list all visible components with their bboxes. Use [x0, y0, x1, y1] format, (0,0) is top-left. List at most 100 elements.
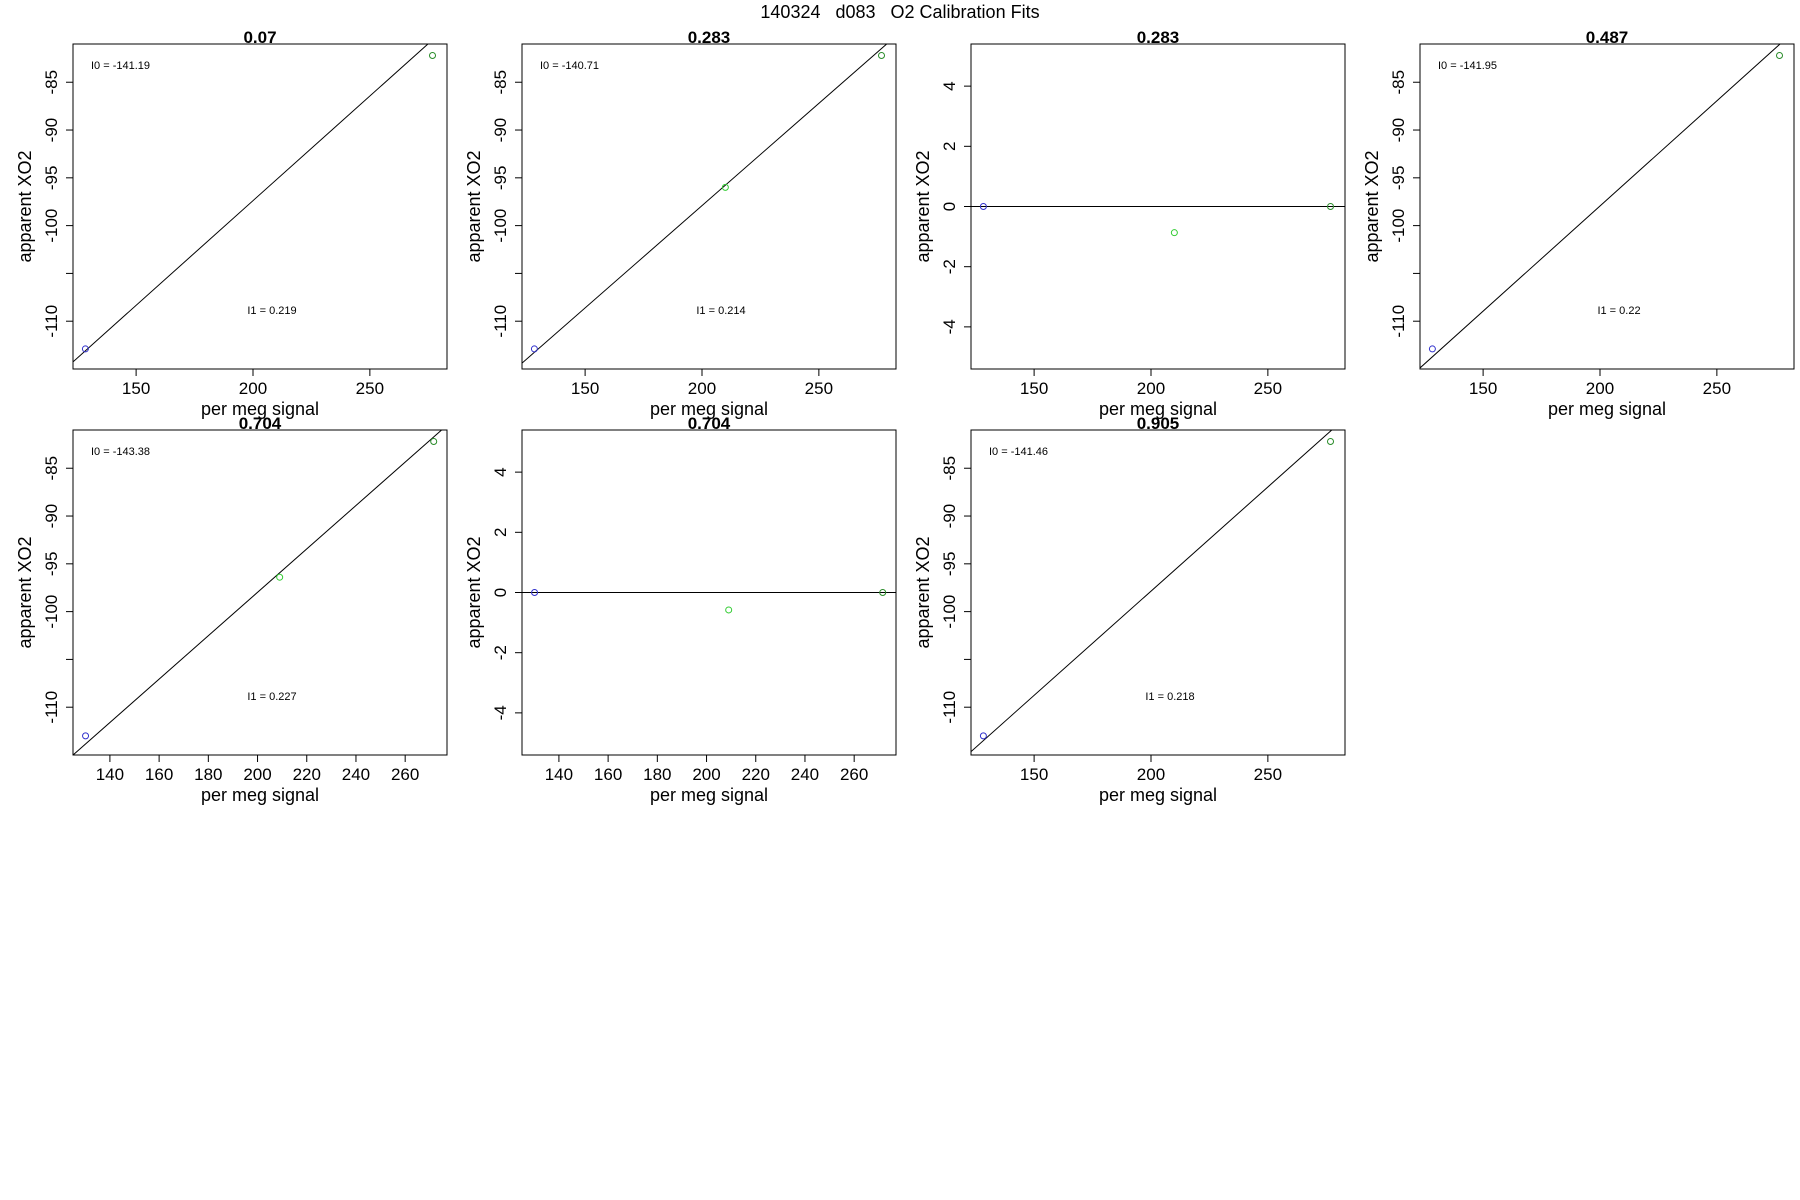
x-axis-label: per meg signal — [650, 399, 768, 419]
data-point — [979, 203, 987, 210]
intercept-annotation: I0 = -141.95 — [1438, 60, 1497, 72]
x-axis-label: per meg signal — [201, 399, 319, 419]
x-axis-label: per meg signal — [201, 785, 319, 805]
y-tick-label: -90 — [491, 118, 510, 143]
x-axis-label: per meg signal — [1548, 399, 1666, 419]
y-tick-label: -100 — [940, 595, 959, 629]
y-tick-label: -2 — [940, 259, 959, 274]
y-axis-label: apparent XO2 — [464, 150, 484, 262]
plot-frame — [72, 429, 448, 756]
x-tick-label: 250 — [805, 379, 833, 398]
x-tick-label: 250 — [1703, 379, 1731, 398]
x-tick-label: 260 — [391, 765, 419, 784]
x-tick-label: 200 — [239, 379, 267, 398]
y-tick-label: -110 — [42, 305, 61, 338]
x-tick-label: 200 — [688, 379, 716, 398]
panel-title: 0.07 — [243, 28, 276, 47]
fit-line — [73, 44, 429, 363]
data-point — [82, 732, 90, 740]
x-tick-label: 150 — [122, 379, 150, 398]
y-tick-label: -95 — [42, 166, 61, 191]
y-tick-label: 0 — [491, 588, 510, 597]
y-tick-label: -85 — [42, 70, 61, 95]
x-tick-label: 200 — [692, 765, 720, 784]
intercept-annotation: I0 = -141.46 — [989, 446, 1048, 458]
panel-title: 0.283 — [1137, 28, 1180, 47]
x-tick-label: 240 — [342, 765, 370, 784]
x-tick-label: 150 — [1469, 379, 1497, 398]
slope-annotation: I1 = 0.218 — [1145, 691, 1194, 703]
y-tick-label: -90 — [1389, 118, 1408, 143]
x-tick-label: 150 — [571, 379, 599, 398]
plot-frame — [521, 43, 897, 370]
y-tick-label: -110 — [491, 305, 510, 338]
slope-annotation: I1 = 0.22 — [1597, 305, 1640, 317]
x-tick-label: 250 — [1254, 379, 1282, 398]
chart-panel-1: 0.07 150 200 250 per meg signal -110 -100 -95 -9… — [15, 28, 448, 419]
y-axis-label: apparent XO2 — [15, 150, 35, 262]
chart-panel-5: 0.704 140 160 180 200 220 240 260 per meg signal… — [15, 414, 448, 805]
y-tick-label: 2 — [491, 528, 510, 537]
fit-line — [971, 430, 1333, 752]
y-tick-label: -100 — [42, 209, 61, 243]
x-tick-label: 220 — [293, 765, 321, 784]
intercept-annotation: I0 = -141.19 — [91, 60, 150, 72]
panel-title: 0.905 — [1137, 414, 1180, 433]
y-tick-label: -85 — [940, 456, 959, 481]
chart-panel-2: 0.283 150 200 250 per meg signal -110 -100 -95 -… — [464, 28, 897, 419]
panel-title: 0.283 — [688, 28, 731, 47]
panel-title: 0.704 — [688, 414, 731, 433]
y-tick-label: -2 — [491, 645, 510, 660]
x-tick-label: 200 — [1586, 379, 1614, 398]
y-tick-label: -85 — [1389, 70, 1408, 95]
x-tick-label: 160 — [145, 765, 173, 784]
fit-line — [73, 430, 443, 755]
y-tick-label: -4 — [940, 319, 959, 334]
data-point — [531, 589, 539, 596]
panel-title: 0.704 — [239, 414, 282, 433]
data-point — [81, 345, 89, 353]
x-tick-label: 220 — [742, 765, 770, 784]
y-tick-label: -95 — [491, 166, 510, 191]
y-tick-label: -95 — [1389, 166, 1408, 191]
data-point — [721, 183, 729, 191]
y-tick-label: -95 — [42, 552, 61, 577]
data-point — [879, 589, 887, 596]
data-point — [429, 51, 437, 59]
data-point — [1170, 229, 1178, 237]
y-tick-label: -90 — [42, 504, 61, 529]
x-tick-label: 140 — [96, 765, 124, 784]
data-point — [430, 437, 438, 445]
slope-annotation: I1 = 0.219 — [247, 305, 296, 317]
x-tick-label: 180 — [643, 765, 671, 784]
x-tick-label: 200 — [1137, 379, 1165, 398]
x-tick-label: 200 — [243, 765, 271, 784]
y-tick-label: -95 — [940, 552, 959, 577]
y-tick-label: 4 — [491, 467, 510, 476]
page-title: 140324 d083 O2 Calibration Fits — [760, 2, 1040, 22]
data-point — [276, 573, 284, 581]
y-axis-label: apparent XO2 — [15, 536, 35, 648]
y-tick-label: -110 — [42, 691, 61, 724]
y-axis-label: apparent XO2 — [1362, 150, 1382, 262]
x-axis-label: per meg signal — [1099, 785, 1217, 805]
y-tick-label: -4 — [491, 705, 510, 720]
x-tick-label: 150 — [1020, 765, 1048, 784]
data-point — [1327, 203, 1335, 210]
y-axis-label: apparent XO2 — [913, 150, 933, 262]
x-tick-label: 250 — [1254, 765, 1282, 784]
data-point — [979, 732, 987, 740]
chart-panel-3: 0.283 150 200 250 per meg signal -4 -2 0 2 4 appar… — [913, 28, 1346, 419]
chart-panel-7: 0.905 150 200 250 per meg signal -110 -100 -95 -… — [913, 414, 1346, 805]
x-tick-label: 150 — [1020, 379, 1048, 398]
x-axis-label: per meg signal — [1099, 399, 1217, 419]
y-tick-label: 2 — [940, 142, 959, 151]
fit-line — [522, 44, 888, 364]
fit-line — [1420, 44, 1781, 369]
y-tick-label: -100 — [42, 595, 61, 629]
x-tick-label: 260 — [840, 765, 868, 784]
y-tick-label: 4 — [940, 81, 959, 90]
x-tick-label: 140 — [545, 765, 573, 784]
y-tick-label: -110 — [1389, 305, 1408, 338]
